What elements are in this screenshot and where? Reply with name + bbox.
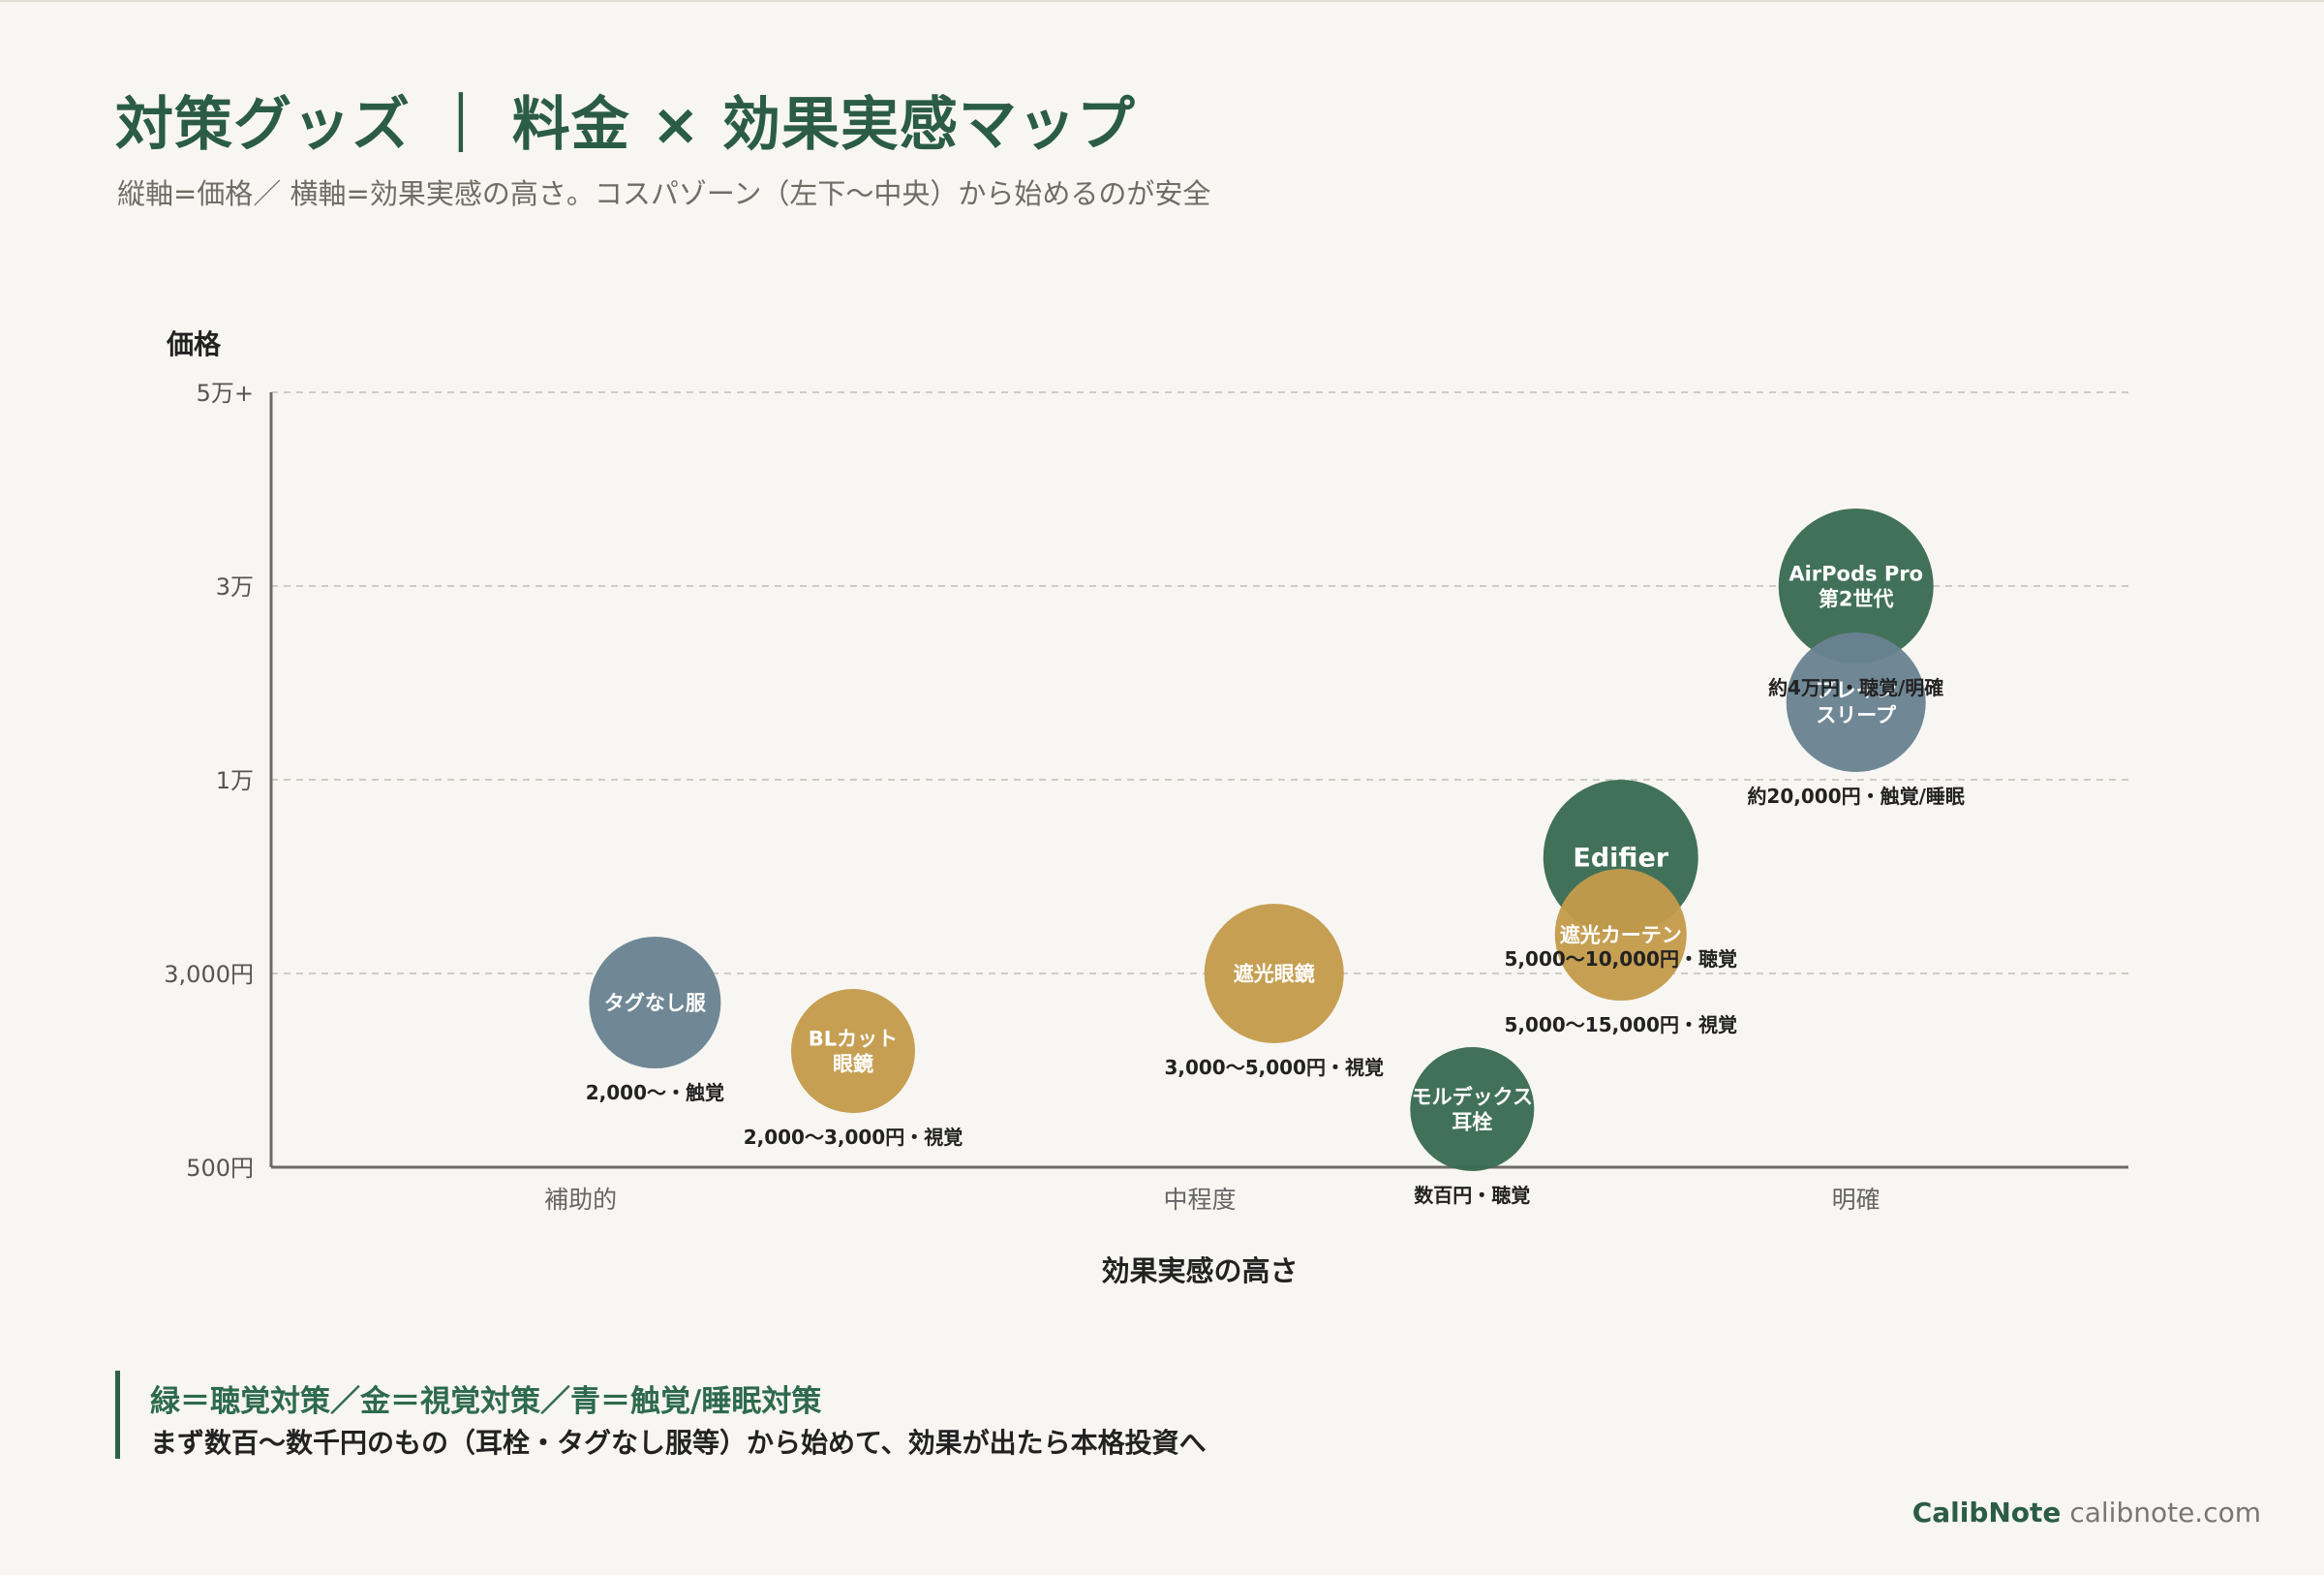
legend-title: 緑＝聴覚対策／金＝視覚対策／青＝触覚/睡眠対策 <box>150 1384 822 1419</box>
bubble-caption: 約20,000円・触覚/睡眠 <box>1747 785 1964 808</box>
page-subtitle: 縦軸=価格／ 横軸=効果実感の高さ。コスパゾーン（左下〜中央）から始めるのが安全 <box>117 177 1211 210</box>
legend-note: まず数百〜数千円のもの（耳栓・タグなし服等）から始めて、効果が出たら本格投資へ <box>150 1427 1207 1459</box>
bubble-caption: 約4万円・聴覚/明確 <box>1768 676 1943 699</box>
bubble-caption: 5,000〜15,000円・視覚 <box>1505 1013 1737 1036</box>
bubble-caption: 5,000〜10,000円・聴覚 <box>1505 947 1737 971</box>
y-tick-label: 1万 <box>216 767 254 794</box>
y-axis-title: 価格 <box>166 328 222 360</box>
bubble-point <box>1204 904 1344 1043</box>
footer-credit: CalibNote calibnote.com <box>1912 1497 2261 1529</box>
y-tick-label: 500円 <box>186 1155 254 1182</box>
bubble-point <box>1554 869 1687 1001</box>
bubble-name-label: BLカット眼鏡 <box>809 1028 898 1076</box>
y-tick-label: 3万 <box>216 573 254 601</box>
bubble-point <box>589 937 721 1068</box>
bubble-caption: 3,000〜5,000円・視覚 <box>1164 1056 1384 1079</box>
footer-brand: CalibNote <box>1911 1497 2062 1529</box>
bubble-name-label: AirPods Pro 第2世代 <box>1789 563 1923 611</box>
x-axis-title: 効果実感の高さ <box>1101 1254 1298 1287</box>
bubble-caption: 数百円・聴覚 <box>1414 1184 1530 1207</box>
top-divider <box>0 0 2324 2</box>
x-tick-label: 中程度 <box>1163 1186 1236 1214</box>
legend-accent-bar <box>115 1371 120 1459</box>
bubble-point <box>1778 509 1934 664</box>
y-tick-label: 3,000円 <box>164 961 254 988</box>
page-title: 対策グッズ ｜ 料金 × 効果実感マップ <box>115 91 1136 159</box>
bubble-caption: 2,000〜3,000円・視覚 <box>744 1126 963 1149</box>
bubble-name-label: タグなし服 <box>604 992 707 1015</box>
x-tick-label: 明確 <box>1832 1186 1881 1214</box>
bubble-point <box>1410 1047 1535 1171</box>
bubble-point <box>1786 633 1926 772</box>
footer-domain: calibnote.com <box>2069 1497 2261 1529</box>
x-tick-label: 補助的 <box>544 1186 617 1214</box>
bubble-name-label: Edifier <box>1573 844 1668 874</box>
bubble-name-label: ブレインスリープ <box>1816 679 1897 727</box>
bubble-name-label: モルデックス耳栓 <box>1412 1086 1533 1134</box>
bubble-name-label: 遮光カーテン <box>1560 924 1682 947</box>
y-tick-label: 5万+ <box>197 380 254 407</box>
bubble-name-label: 遮光眼鏡 <box>1234 963 1315 986</box>
bubble-point <box>790 989 915 1113</box>
bubble-caption: 2,000〜・触覚 <box>586 1081 724 1104</box>
